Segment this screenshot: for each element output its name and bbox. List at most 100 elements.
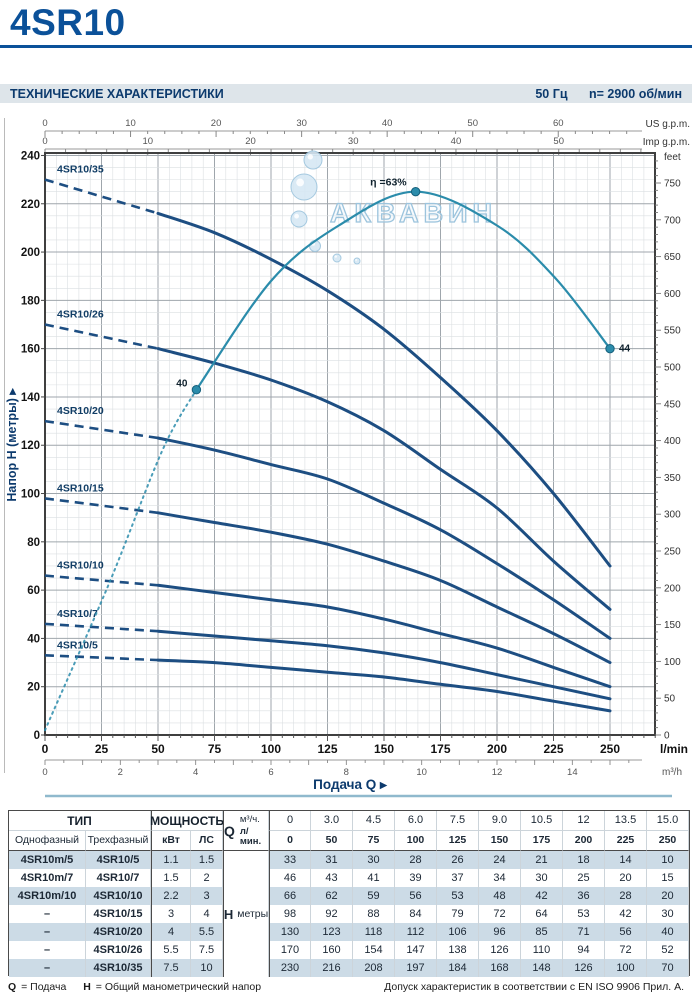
table-cell: 25 <box>563 869 605 887</box>
table-cell: 4SR10/15 <box>86 905 151 923</box>
efficiency-curve: 40 η =63% 44 <box>44 177 631 732</box>
svg-text:0: 0 <box>664 731 670 742</box>
table-cell: 46 <box>269 869 311 887</box>
svg-text:450: 450 <box>664 399 681 410</box>
svg-text:40: 40 <box>451 136 462 147</box>
svg-text:50: 50 <box>664 694 676 705</box>
curve-label: 4SR10/26 <box>57 309 104 321</box>
table-cell: 20 <box>647 887 689 905</box>
table-cell: 0 <box>269 831 311 851</box>
table-cell: 72 <box>605 941 647 959</box>
svg-text:2: 2 <box>118 767 123 778</box>
svg-text:40: 40 <box>176 379 188 390</box>
svg-text:10: 10 <box>142 136 153 147</box>
section-title: ТЕХНИЧЕСКИЕ ХАРАКТЕРИСТИКИ <box>10 86 224 101</box>
table-cell: Трехфазный <box>86 831 151 851</box>
svg-text:0: 0 <box>42 118 47 129</box>
table-cell: 208 <box>353 959 395 977</box>
svg-text:Напор H (метры) ▸: Напор H (метры) ▸ <box>5 387 19 502</box>
table-cell: 1.5 <box>151 869 191 887</box>
table-cell: 125 <box>437 831 479 851</box>
table-cell: 48 <box>479 887 521 905</box>
table-cell: 4SR10/26 <box>86 941 151 959</box>
svg-text:550: 550 <box>664 326 681 337</box>
svg-text:6: 6 <box>268 767 273 778</box>
table-cell: 18 <box>563 851 605 869</box>
table-cell: 88 <box>353 905 395 923</box>
table-cell: 5.5 <box>191 923 223 941</box>
table-cell: 4.5 <box>353 811 395 831</box>
table-cell: 85 <box>521 923 563 941</box>
table-cell: 13.5 <box>605 811 647 831</box>
svg-text:40: 40 <box>382 118 393 129</box>
table-cell: 34 <box>479 869 521 887</box>
legend-h-def: = Общий манометрический напор <box>95 981 262 993</box>
svg-text:80: 80 <box>27 537 40 549</box>
table-cell: 7.5 <box>151 959 191 977</box>
table-cell: 106 <box>437 923 479 941</box>
table-cell: 50 <box>311 831 353 851</box>
svg-text:650: 650 <box>664 252 681 263</box>
svg-text:600: 600 <box>664 289 681 300</box>
svg-text:14: 14 <box>567 767 578 778</box>
table-cell: 40 <box>647 923 689 941</box>
svg-text:250: 250 <box>600 742 620 756</box>
table-cell: 170 <box>269 941 311 959</box>
table-cell: 30 <box>647 905 689 923</box>
curve-label: 4SR10/20 <box>57 405 104 417</box>
table-cell: 250 <box>647 831 689 851</box>
table-cell: 175 <box>521 831 563 851</box>
page-title: 4SR10 <box>10 2 126 43</box>
table-cell: 41 <box>353 869 395 887</box>
table-cell: 30 <box>521 869 563 887</box>
svg-text:Подача Q ▸: Подача Q ▸ <box>313 777 388 792</box>
table-cell: 4SR10m/10 <box>9 887 86 905</box>
table-cell: 28 <box>605 887 647 905</box>
table-cell: Однофазный <box>9 831 86 851</box>
table-cell: 200 <box>563 831 605 851</box>
table-cell: 31 <box>311 851 353 869</box>
svg-text:225: 225 <box>543 742 563 756</box>
table-cell: 4SR10/35 <box>86 959 151 977</box>
svg-text:100: 100 <box>664 657 681 668</box>
table-cell: 216 <box>311 959 353 977</box>
table-cell: 230 <box>269 959 311 977</box>
table-cell: 52 <box>647 941 689 959</box>
svg-text:180: 180 <box>21 295 40 307</box>
svg-text:0: 0 <box>34 730 40 742</box>
table-cell: 12 <box>563 811 605 831</box>
svg-text:30: 30 <box>348 136 359 147</box>
table-cell: 37 <box>437 869 479 887</box>
table-cell: 10 <box>647 851 689 869</box>
table-cell: 184 <box>437 959 479 977</box>
svg-text:160: 160 <box>21 344 40 356</box>
section-header-bar: ТЕХНИЧЕСКИЕ ХАРАКТЕРИСТИКИ 50 Гц n= 2900… <box>0 84 692 103</box>
svg-text:20: 20 <box>245 136 256 147</box>
curve-label: 4SR10/35 <box>57 164 104 176</box>
table-cell: 53 <box>437 887 479 905</box>
svg-text:100: 100 <box>21 489 40 501</box>
svg-text:20: 20 <box>211 118 222 129</box>
svg-text:200: 200 <box>21 247 40 259</box>
table-cell: – <box>9 941 86 959</box>
y-axis-feet: 0 50 100 150 200 250 300 350 400 450 500 550 600 650 7… <box>655 152 681 742</box>
svg-text:750: 750 <box>664 178 681 189</box>
top-rulers: 0 10 20 30 40 50 60 US g.p.m. 0 10 20 30 40 50 Imp g.p… <box>42 118 690 155</box>
svg-text:300: 300 <box>664 510 681 521</box>
svg-text:200: 200 <box>487 742 507 756</box>
table-cell: 4SR10/5 <box>86 851 151 869</box>
table-cell: 3.0 <box>311 811 353 831</box>
svg-text:0: 0 <box>42 136 47 147</box>
table-cell: кВт <box>151 831 191 851</box>
legend-h-term: H <box>83 981 91 993</box>
y-axis-title: Напор H (метры) ▸ <box>5 387 19 502</box>
table-cell: 160 <box>311 941 353 959</box>
svg-text:44: 44 <box>619 344 631 355</box>
svg-text:500: 500 <box>664 362 681 373</box>
table-cell: – <box>9 959 86 977</box>
table-cell: 94 <box>563 941 605 959</box>
table-cell: 197 <box>395 959 437 977</box>
curve-label: 4SR10/10 <box>57 560 104 572</box>
